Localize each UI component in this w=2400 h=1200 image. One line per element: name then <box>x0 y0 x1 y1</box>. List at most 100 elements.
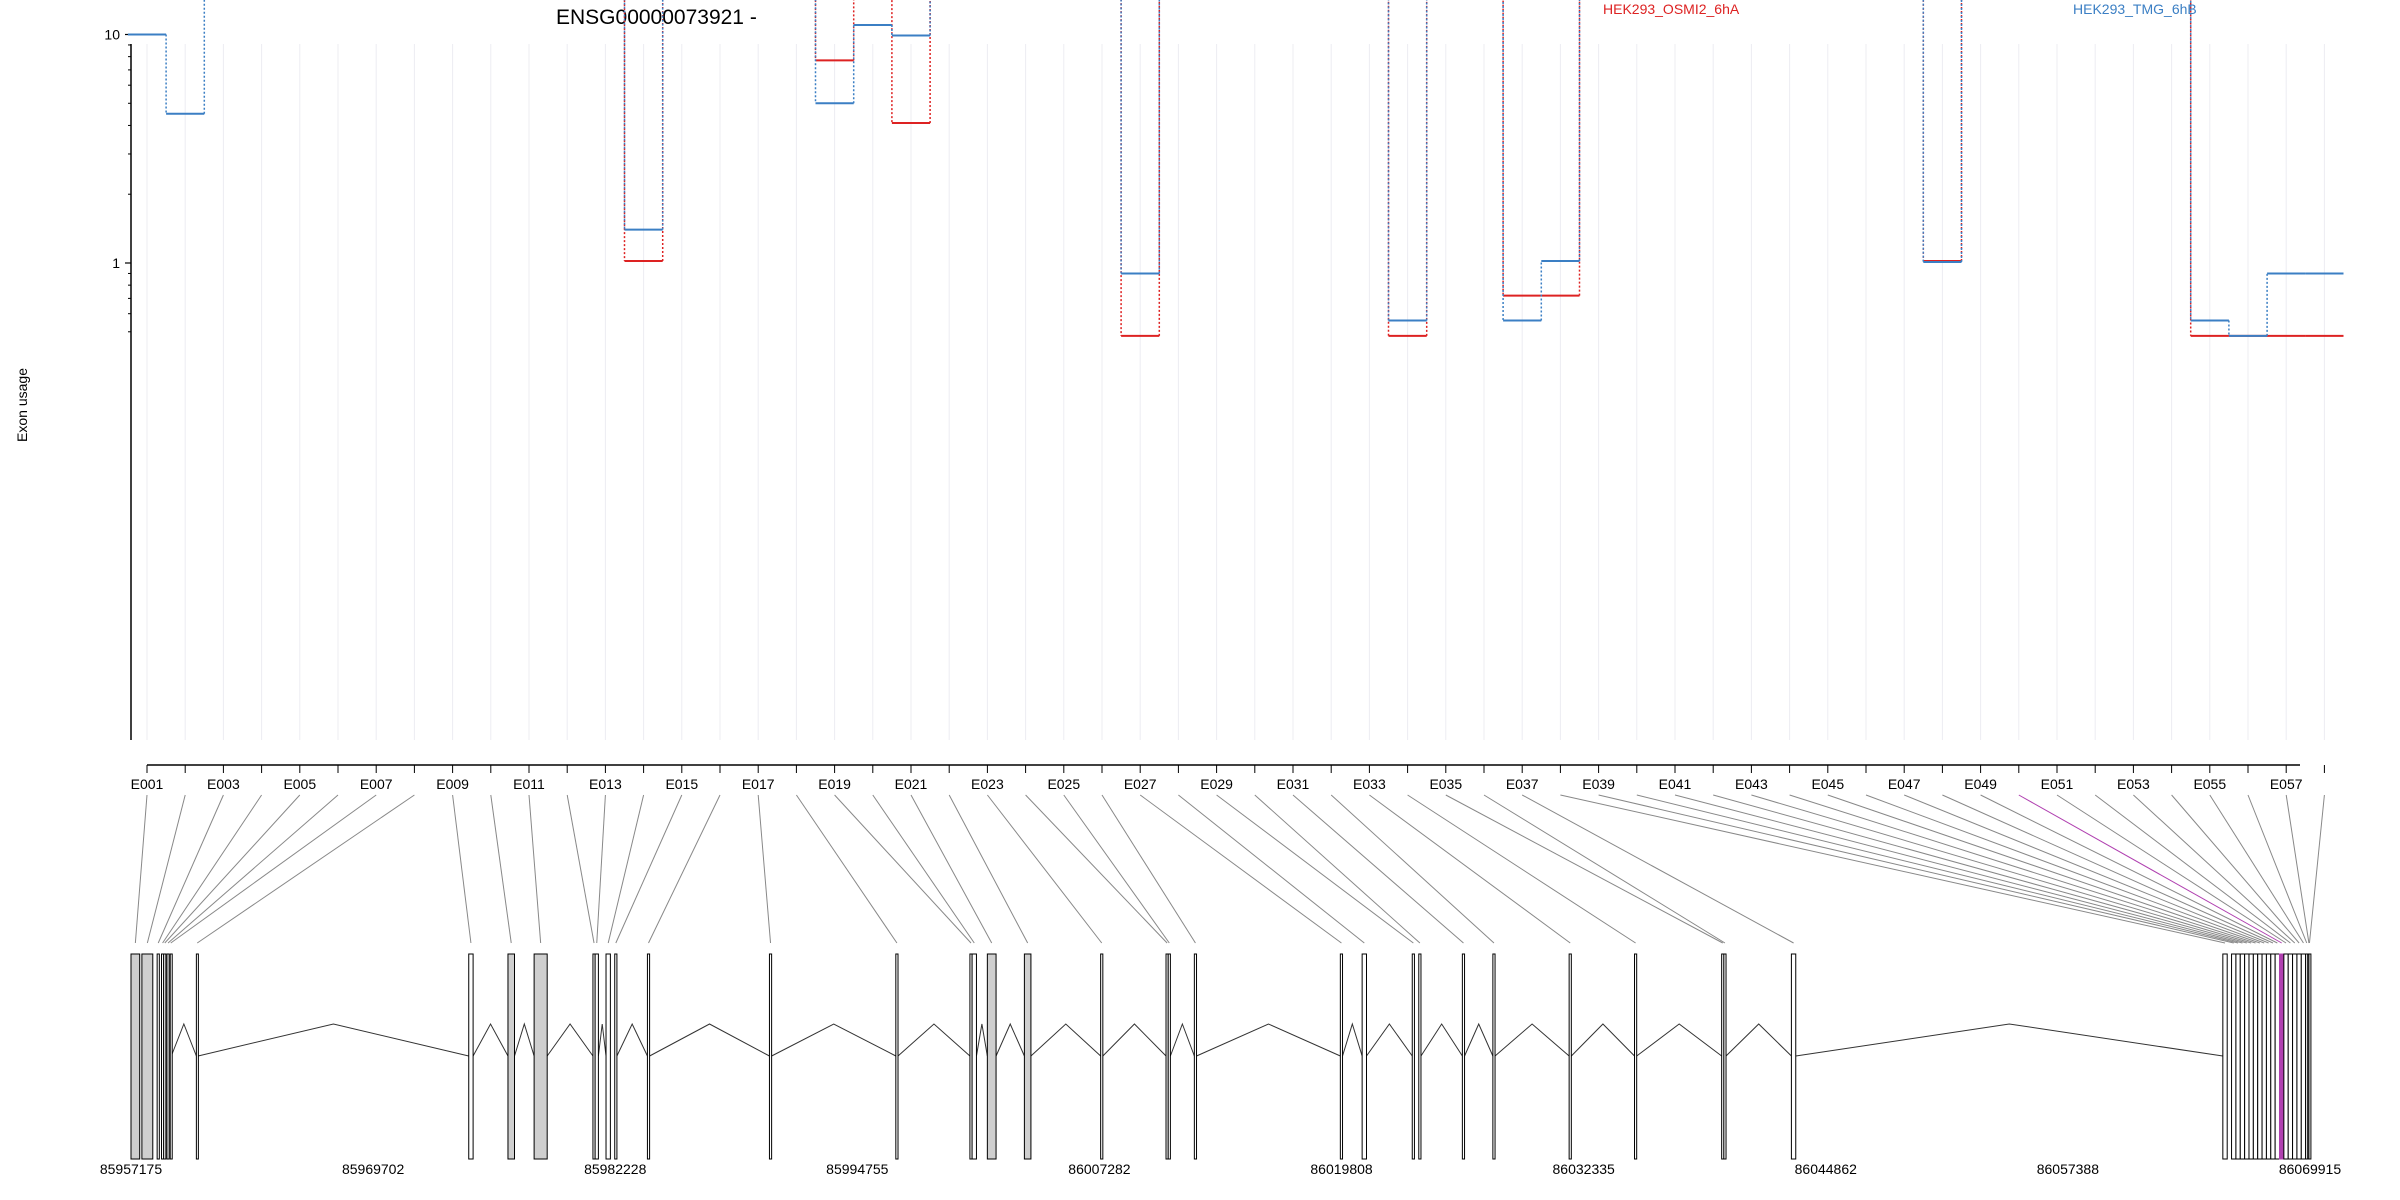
exon-block <box>2270 953 2276 1160</box>
intron-line <box>1464 1022 1494 1057</box>
exon-connector <box>164 794 301 944</box>
x-tick-label: E051 <box>2041 776 2074 792</box>
exon-block <box>1634 953 1638 1160</box>
exon-connector <box>648 794 721 944</box>
exon-connector <box>2171 794 2300 944</box>
exon-block <box>1568 953 1572 1160</box>
x-tick-label: E055 <box>2193 776 2226 792</box>
exon-connector <box>1330 794 1495 944</box>
x-tick-label: E011 <box>513 776 545 792</box>
exon-block <box>1492 953 1496 1160</box>
series-1 <box>623 0 2344 337</box>
x-tick-label: E005 <box>283 776 316 792</box>
exon-connector <box>834 794 972 944</box>
intron-line <box>616 1022 648 1057</box>
exon-block <box>986 953 997 1160</box>
x-tick-label: E049 <box>1964 776 1997 792</box>
intron-line <box>897 1023 971 1057</box>
x-tick-label: E053 <box>2117 776 2150 792</box>
series <box>127 0 2344 337</box>
exon-connector <box>1369 794 1571 944</box>
exon-connector <box>596 794 606 944</box>
exon-connector <box>1254 794 1421 944</box>
exon-block <box>163 953 167 1160</box>
x-tick-label: E043 <box>1735 776 1768 792</box>
exon-connector <box>1101 794 1196 944</box>
genomic-tick-label: 85994755 <box>826 1161 889 1177</box>
x-tick-label: E001 <box>131 776 164 792</box>
y-tick-label: 10 <box>104 27 120 43</box>
exon-block <box>2248 953 2254 1160</box>
genomic-tick-label: 86032335 <box>1553 1161 1616 1177</box>
exon-connector <box>1713 794 2247 944</box>
exon-connector <box>566 794 595 944</box>
exon-connector <box>1521 794 1794 944</box>
exon-connector <box>795 794 898 944</box>
exon-block <box>130 953 141 1160</box>
exon-block <box>2235 953 2241 1160</box>
exon-connector <box>162 794 263 944</box>
chart-title: ENSG00000073921 - <box>556 6 757 29</box>
exon-connector <box>1942 794 2274 944</box>
x-tick-label: E037 <box>1506 776 1539 792</box>
y-ticks: 110100 <box>104 27 131 333</box>
intron-line <box>649 1023 770 1057</box>
genomic-tick-label: 85957175 <box>100 1161 163 1177</box>
intron-line <box>1030 1023 1101 1057</box>
exon-block <box>2274 953 2280 1160</box>
exon-connector <box>1904 794 2269 944</box>
exon-connector <box>2133 794 2296 944</box>
x-tick-label: E039 <box>1582 776 1615 792</box>
exon-connector <box>2247 794 2308 944</box>
exon-connector <box>1025 794 1168 944</box>
exon-block <box>1361 953 1367 1160</box>
exon-block <box>614 953 618 1160</box>
x-tick-label: E015 <box>665 776 698 792</box>
genomic-tick-label: 86057388 <box>2037 1161 2100 1177</box>
x-tick-label: E021 <box>895 776 928 792</box>
exon-connector <box>1865 794 2265 944</box>
intron-line <box>1795 1023 2223 1057</box>
exon-block <box>646 953 651 1160</box>
exon-connector <box>757 794 772 944</box>
exon-block <box>1461 953 1466 1160</box>
exon-connector <box>2285 794 2310 944</box>
x-tick-label: E017 <box>742 776 775 792</box>
intron-line <box>771 1023 897 1057</box>
exon-connector <box>987 794 1103 944</box>
exon-block <box>605 953 611 1160</box>
genomic-tick-label: 85982228 <box>584 1161 647 1177</box>
intron-line <box>1342 1022 1363 1057</box>
exon-block <box>2231 953 2237 1160</box>
exon-connector <box>196 794 415 944</box>
exon-connector <box>1598 794 2234 944</box>
exon-connector <box>910 794 993 944</box>
exon-block <box>594 953 599 1160</box>
x-tick-label: E003 <box>207 776 240 792</box>
exon-block <box>2244 953 2250 1160</box>
exon-connector <box>872 794 975 944</box>
exon-connector <box>1560 794 2226 944</box>
exon-block <box>768 953 773 1160</box>
intron-line <box>975 1023 988 1057</box>
exon-connector <box>948 794 1029 944</box>
exon-block <box>141 953 154 1160</box>
exon-connector <box>1445 794 1723 944</box>
exon-connector <box>2308 794 2325 944</box>
x-tick-label: E047 <box>1888 776 1921 792</box>
exon-block <box>195 953 199 1160</box>
x-tick-label: E045 <box>1811 776 1844 792</box>
genomic-tick-label: 86069915 <box>2279 1161 2342 1177</box>
exon-connector <box>1827 794 2261 944</box>
legend-series-1: HEK293_OSMI2_6hA <box>1603 1 1740 17</box>
exon-connector <box>167 794 339 944</box>
exon-block <box>2296 953 2302 1160</box>
exon-block <box>507 953 516 1160</box>
genomic-tick-label: 86007282 <box>1068 1161 1131 1177</box>
intron-line <box>514 1022 535 1057</box>
intron-line <box>170 1022 197 1057</box>
legend-series-2: HEK293_TMG_6hB <box>2073 1 2197 17</box>
exon-connector <box>1063 794 1170 944</box>
exon-connector <box>1216 794 1414 944</box>
